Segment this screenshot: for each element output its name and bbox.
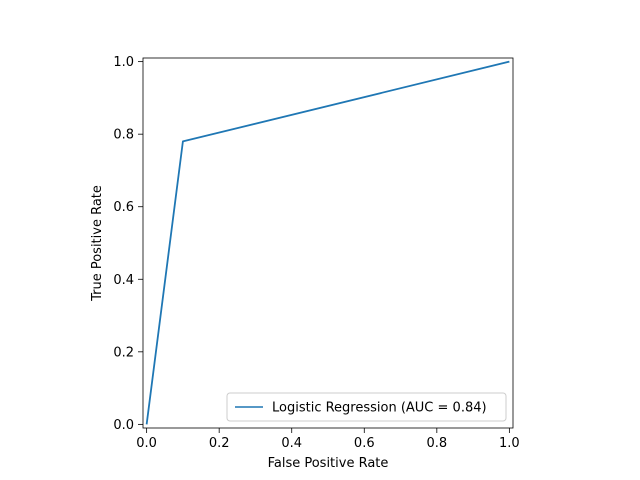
y-tick-label: 0.2: [113, 345, 134, 360]
x-tick-label: 1.0: [499, 436, 520, 451]
y-tick-label: 0.8: [113, 128, 134, 143]
legend-box: [226, 392, 507, 422]
plot-area: [142, 57, 514, 429]
y-axis-label: True Positive Rate: [90, 185, 105, 302]
series-layer: [145, 60, 510, 425]
x-tick-label: 0.4: [281, 436, 302, 451]
x-axis-label: False Positive Rate: [268, 456, 389, 471]
axes-frame: [142, 57, 514, 429]
x-tick-label: 0.6: [354, 436, 375, 451]
legend-entry-label: Logistic Regression (AUC = 0.84): [272, 401, 487, 416]
y-tick-label: 0.0: [113, 418, 134, 433]
x-tick-label: 0.2: [209, 436, 230, 451]
x-tick-label: 0.8: [426, 436, 447, 451]
x-tick-label: 0.0: [136, 436, 157, 451]
y-tick-label: 0.4: [113, 273, 134, 288]
y-tick-label: 1.0: [113, 55, 134, 70]
y-tick-label: 0.6: [113, 200, 134, 215]
x-axis-ticks: 0.0 0.2 0.4 0.6 0.8 1.0: [136, 428, 520, 451]
y-axis-ticks: 0.0 0.2 0.4 0.6 0.8 1.0: [113, 55, 143, 433]
legend: Logistic Regression (AUC = 0.84): [226, 392, 507, 422]
roc-curve-line: [145, 60, 510, 425]
